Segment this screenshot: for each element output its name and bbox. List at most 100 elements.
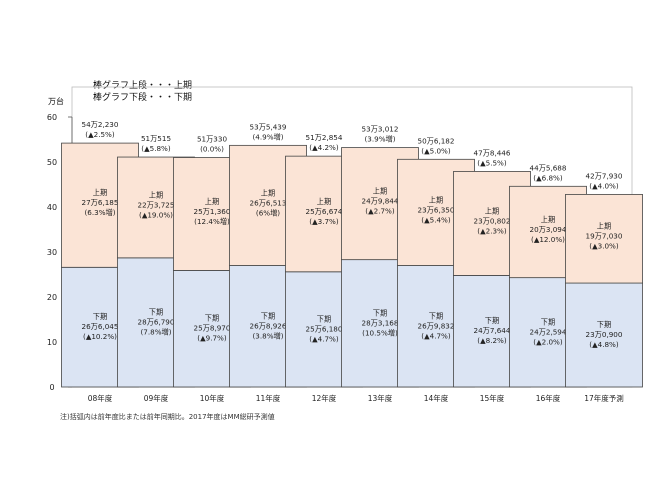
x-tick-label: 09年度 xyxy=(144,393,169,403)
bar-upper-label: (▲3.7%) xyxy=(309,217,339,226)
bar-upper-label: 上期 xyxy=(261,188,275,197)
bar-lower-label: (▲10.2%) xyxy=(83,332,117,341)
bar-upper-label: 上期 xyxy=(597,222,611,231)
bar-total-label: (▲2.5%) xyxy=(85,130,115,139)
bar-upper-label: 26万6,513 xyxy=(250,198,287,207)
bar-lower-label: (▲4.8%) xyxy=(589,340,619,349)
bar-lower-label: (▲9.7%) xyxy=(197,334,227,343)
bar-total-label: 53万5,439 xyxy=(250,122,287,131)
bar-total-label: 51万515 xyxy=(141,134,171,143)
bar-upper-label: 22万3,725 xyxy=(138,200,175,209)
bar-upper-label: 上期 xyxy=(485,206,499,215)
bar-lower-label: 24万2,594 xyxy=(530,327,567,336)
bar-upper-label: 上期 xyxy=(205,197,219,206)
y-tick-label: 40 xyxy=(47,203,57,212)
x-tick-label: 10年度 xyxy=(200,393,225,403)
bar-lower-label: 25万8,970 xyxy=(194,324,231,333)
bar-upper-label: (▲3.0%) xyxy=(589,242,619,251)
bar-upper-label: (▲2.7%) xyxy=(365,207,395,216)
bar-total-label: (4.9%増) xyxy=(252,132,283,141)
y-tick-label: 20 xyxy=(47,293,57,302)
x-tick-label: 17年度予測 xyxy=(584,393,624,403)
bar-lower-label: 26万9,832 xyxy=(418,321,455,330)
bar-upper-label: 20万3,094 xyxy=(530,225,567,234)
bar-upper-label: (▲19.0%) xyxy=(139,210,173,219)
bar-lower-label: 25万6,180 xyxy=(306,324,343,333)
bar-total-label: (▲5.5%) xyxy=(477,158,507,167)
bar-total-label: 54万2,230 xyxy=(82,120,119,129)
bar-lower-label: 下期 xyxy=(485,316,499,325)
x-tick-label: 14年度 xyxy=(424,393,449,403)
bar-lower-label: (▲4.7%) xyxy=(421,331,451,340)
bar-lower-label: (▲8.2%) xyxy=(477,336,507,345)
bar-lower-label: 26万6,045 xyxy=(82,322,119,331)
bar-total-label: (▲6.8%) xyxy=(533,173,563,182)
x-tick-label: 15年度 xyxy=(480,393,505,403)
bar-upper-label: (12.4%増) xyxy=(194,217,230,226)
bar-total-label: 51万330 xyxy=(197,135,227,144)
bar-total-label: 47万8,446 xyxy=(474,148,511,157)
bar-lower-label: 26万8,926 xyxy=(250,321,287,330)
legend-item-upper: 棒グラフ上段・・・上期 xyxy=(93,81,193,91)
x-tick-label: 11年度 xyxy=(256,393,281,403)
bar-upper-label: 上期 xyxy=(93,188,107,197)
bar-lower-label: (3.8%増) xyxy=(252,331,283,340)
y-tick-label: 0 xyxy=(49,383,54,392)
bar-lower-label: 下期 xyxy=(373,308,387,317)
bar-upper-label: (▲5.4%) xyxy=(421,215,451,224)
bar-upper-label: (▲12.0%) xyxy=(531,235,565,244)
bar-lower-label: 下期 xyxy=(429,311,443,320)
bar-total-label: (▲4.2%) xyxy=(309,143,339,152)
bar-upper-label: 23万6,350 xyxy=(418,205,455,214)
bar-upper xyxy=(565,193,643,284)
bar-lower-label: 下期 xyxy=(149,307,163,316)
bar-lower-label: 下期 xyxy=(205,314,219,323)
bar-lower-label: 下期 xyxy=(317,314,331,323)
bar-upper-label: 19万7,030 xyxy=(586,232,623,241)
bar-upper-label: 27万6,185 xyxy=(82,198,119,207)
y-tick-label: 30 xyxy=(47,248,57,257)
bar-lower-label: (▲2.0%) xyxy=(533,337,563,346)
y-tick-label: 10 xyxy=(47,338,57,347)
bar-total-label: 42万7,930 xyxy=(586,171,623,180)
footnote: 注)括弧内は前年度比または前年同期比。2017年度はMM総研予測値 xyxy=(60,413,275,421)
bar-lower-label: 28万3,168 xyxy=(362,318,399,327)
bar-upper-label: 上期 xyxy=(317,197,331,206)
bar-total-label: (▲5.8%) xyxy=(141,144,171,153)
bar-lower xyxy=(565,282,643,388)
bar-lower-label: (7.8%増) xyxy=(140,327,171,336)
bar-lower-label: 28万6,790 xyxy=(138,317,175,326)
bar-upper-label: 25万6,674 xyxy=(306,207,343,216)
y-tick-label: 60 xyxy=(47,113,57,122)
bar-total-label: (▲5.0%) xyxy=(421,146,451,155)
bar-upper-label: (6.3%増) xyxy=(84,208,115,217)
x-tick-label: 16年度 xyxy=(536,393,561,403)
y-axis-unit: 万台 xyxy=(48,97,64,106)
legend-item-lower: 棒グラフ下段・・・下期 xyxy=(93,93,193,103)
bar-total-label: (3.9%増) xyxy=(364,135,395,144)
bar-upper-label: 25万1,360 xyxy=(194,207,231,216)
bar-upper-label: 23万0,802 xyxy=(474,216,511,225)
bar-upper-label: 上期 xyxy=(373,187,387,196)
bar-lower-label: 下期 xyxy=(261,311,275,320)
chart-legend: 棒グラフ上段・・・上期 棒グラフ下段・・・下期 xyxy=(93,80,192,104)
bar-total-label: 53万3,012 xyxy=(362,125,399,134)
bar-upper-label: 24万9,844 xyxy=(362,197,399,206)
bar-total-label: 50万6,182 xyxy=(418,136,455,145)
bar-lower-label: (▲4.7%) xyxy=(309,334,339,343)
bar-total-label: (0.0%) xyxy=(200,145,224,154)
bar-upper-label: 上期 xyxy=(541,215,555,224)
bar-total-label: 51万2,854 xyxy=(306,133,343,142)
bar-total-label: (▲4.0%) xyxy=(589,181,619,190)
bar-upper-label: 上期 xyxy=(429,195,443,204)
x-tick-label: 08年度 xyxy=(88,393,113,403)
y-tick-label: 50 xyxy=(47,158,57,167)
bar-upper-label: (▲2.3%) xyxy=(477,226,507,235)
bar-lower-label: (10.5%増) xyxy=(362,328,398,337)
bar-lower-label: 下期 xyxy=(93,312,107,321)
x-tick-label: 12年度 xyxy=(312,393,337,403)
bar-upper-label: (6%増) xyxy=(256,208,280,217)
bar-lower-label: 下期 xyxy=(597,320,611,329)
bar-lower-label: 下期 xyxy=(541,317,555,326)
